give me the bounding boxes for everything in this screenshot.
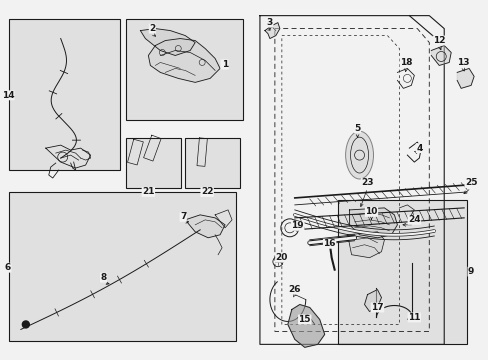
Text: 13: 13 bbox=[456, 58, 468, 67]
Text: 9: 9 bbox=[467, 267, 473, 276]
Text: 23: 23 bbox=[361, 179, 373, 188]
Polygon shape bbox=[347, 232, 384, 258]
Text: 7: 7 bbox=[180, 212, 186, 221]
Text: 24: 24 bbox=[407, 215, 420, 224]
Text: 1: 1 bbox=[221, 60, 227, 69]
Text: 17: 17 bbox=[370, 303, 383, 312]
Text: 5: 5 bbox=[354, 124, 360, 133]
Text: 10: 10 bbox=[365, 207, 377, 216]
Text: 16: 16 bbox=[323, 239, 335, 248]
Text: 2: 2 bbox=[149, 24, 155, 33]
Bar bbox=[126, 19, 243, 120]
Polygon shape bbox=[287, 305, 324, 347]
Polygon shape bbox=[140, 28, 195, 55]
Polygon shape bbox=[264, 23, 279, 39]
Text: 22: 22 bbox=[201, 188, 213, 197]
Bar bbox=[126, 138, 181, 188]
Text: 1: 1 bbox=[222, 60, 228, 69]
Text: 18: 18 bbox=[399, 58, 412, 67]
Text: 19: 19 bbox=[291, 221, 304, 230]
Polygon shape bbox=[349, 208, 397, 238]
Ellipse shape bbox=[345, 131, 373, 179]
Polygon shape bbox=[148, 39, 220, 82]
Bar bbox=[185, 138, 240, 188]
Polygon shape bbox=[185, 215, 224, 238]
Text: 25: 25 bbox=[464, 179, 476, 188]
Text: 15: 15 bbox=[298, 315, 310, 324]
Circle shape bbox=[22, 321, 29, 328]
Bar bbox=[337, 200, 466, 345]
Text: 3: 3 bbox=[266, 18, 272, 27]
Polygon shape bbox=[430, 45, 450, 66]
Text: 12: 12 bbox=[432, 36, 445, 45]
Bar bbox=[9, 19, 120, 170]
Bar bbox=[9, 192, 236, 341]
Text: 14: 14 bbox=[1, 91, 14, 100]
Text: 8: 8 bbox=[100, 273, 106, 282]
Polygon shape bbox=[364, 289, 381, 311]
Text: 26: 26 bbox=[288, 285, 301, 294]
Polygon shape bbox=[456, 68, 473, 88]
Text: 11: 11 bbox=[407, 313, 420, 322]
Text: 4: 4 bbox=[415, 144, 422, 153]
Text: 21: 21 bbox=[142, 188, 154, 197]
Text: 6: 6 bbox=[5, 263, 11, 272]
Text: 20: 20 bbox=[275, 253, 287, 262]
